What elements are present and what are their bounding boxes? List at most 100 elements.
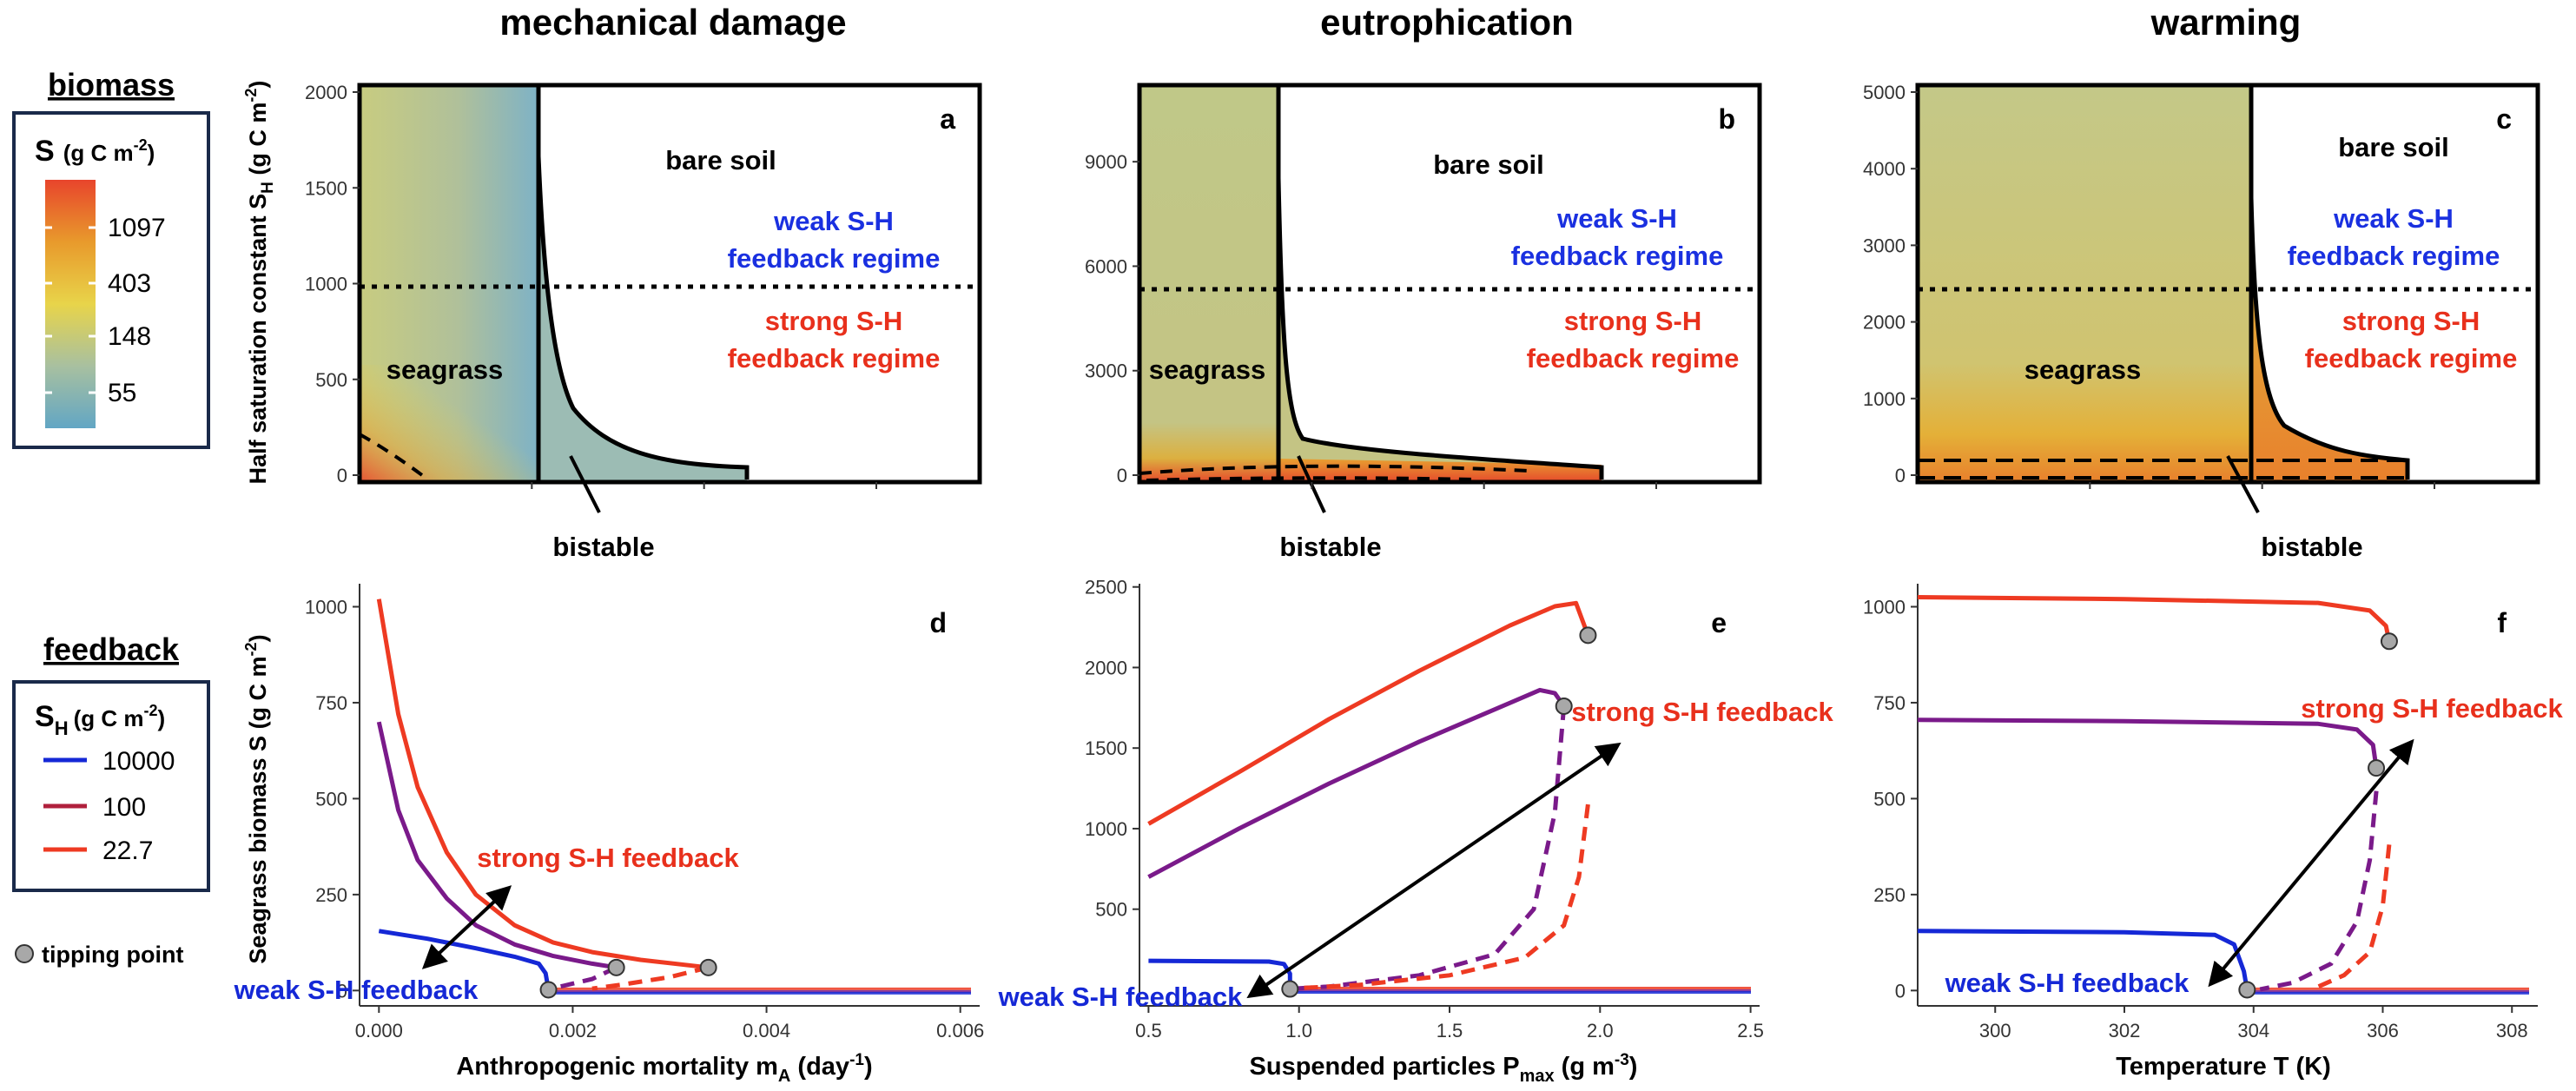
x-axis-label-e: Suspended particles Pmax (g m-3)	[1250, 1051, 1638, 1086]
strong-feedback-label-e: strong S-H feedback	[1571, 697, 1833, 727]
feedback-legend-label: SH (g C m-2)	[35, 700, 165, 739]
bare-soil-label: bare soil	[665, 145, 776, 175]
biomass-colorbar	[45, 180, 96, 428]
tipping-point-marker	[15, 944, 34, 963]
y-tick-label: 250	[1873, 884, 1906, 906]
title-warming: warming	[2150, 2, 2302, 43]
series-line-22.7	[376, 598, 709, 970]
strong-regime-label-1: strong S-H	[2342, 306, 2480, 336]
x-tick-label: 2.0	[1587, 1020, 1614, 1041]
biomass-legend: biomass S (g C m-2) 1097 403 148 55	[12, 67, 210, 449]
y-tick-label: 1000	[1863, 388, 1906, 410]
panel-letter-c: c	[2496, 103, 2512, 135]
biomass-legend-label: S (g C m-2)	[35, 135, 155, 168]
panel-letter-f: f	[2497, 607, 2507, 638]
weak-regime-label-1: weak S-H	[773, 206, 894, 236]
x-tick-label: 0.000	[355, 1020, 403, 1041]
y-tick-label: 1500	[305, 177, 347, 199]
tipping-point-100	[2368, 759, 2386, 777]
seagrass-label: seagrass	[2024, 354, 2141, 385]
bistable-region	[2251, 198, 2408, 482]
x-tick-label: 304	[2237, 1020, 2269, 1041]
bistable-pointer	[2226, 455, 2260, 513]
weak-feedback-label-e: weak S-H feedback	[998, 982, 1244, 1012]
strong-regime-label-2: feedback regime	[1527, 343, 1740, 374]
tipping-point-100	[1555, 697, 1573, 715]
x-tick-label: 302	[2109, 1020, 2141, 1041]
chart-e: 500 1000 1500 2000 2500 0.5 1.0 1.5 2.0 2.5	[1085, 577, 1764, 1041]
y-tick-label: 500	[315, 369, 347, 391]
biomass-legend-box	[12, 111, 210, 449]
y-tick-label: 1000	[1863, 597, 1906, 618]
tipping-point-100	[607, 958, 625, 976]
bistable-label: bistable	[552, 532, 654, 562]
biomass-legend-title: biomass	[48, 67, 175, 102]
biomass-tick: 403	[108, 269, 151, 298]
y-tick-label: 5000	[1863, 82, 1906, 103]
bottom-annotations: d e f strong S-H feedback weak S-H feedb…	[234, 607, 2564, 1012]
top-axes: 0 500 1000 1500 2000 0 3000 6000 9000 0 1000 2000 30…	[305, 82, 2435, 489]
weak-regime-label-1: weak S-H	[2333, 203, 2454, 234]
y-tick-label: 0	[337, 465, 347, 486]
bistable-pointer	[569, 455, 601, 513]
bistable-boundary	[1276, 177, 1604, 479]
y-tick-label: 750	[1873, 692, 1906, 714]
strong-feedback-label-d: strong S-H feedback	[477, 843, 739, 873]
seagrass-label: seagrass	[386, 354, 503, 385]
bare-soil-label: bare soil	[2338, 132, 2449, 162]
legend-label-10000: 10000	[102, 747, 175, 776]
y-tick-label: 3000	[1085, 360, 1127, 382]
panel-letter-a: a	[940, 103, 955, 135]
strong-regime-label-1: strong S-H	[765, 306, 902, 336]
tipping-point-10000	[539, 981, 558, 999]
bistable-boundary	[536, 155, 750, 479]
x-tick-label: 306	[2367, 1020, 2399, 1041]
series-unstable-100	[1290, 705, 1567, 991]
panel-c-frame	[1915, 83, 2540, 485]
series-line-100	[1917, 717, 2379, 769]
y-tick-label: 2000	[305, 82, 347, 103]
feedback-arrow-e	[1246, 742, 1622, 999]
y-tick-label: 2000	[1863, 312, 1906, 334]
tipping-point-22.7	[1579, 626, 1597, 645]
strong-regime-label-2: feedback regime	[2305, 343, 2518, 374]
x-tick-label: 308	[2496, 1020, 2528, 1041]
x-axis-label-f: Temperature T (K)	[2116, 1053, 2331, 1081]
tipping-point-10000	[2238, 981, 2256, 999]
y-tick-label: 0	[337, 980, 347, 1002]
feedback-arrow-d	[421, 885, 512, 969]
panel-c: c bare soil weak S-H feedback regime str…	[1915, 83, 2540, 562]
series-line-100	[1147, 687, 1566, 879]
y-tick-label: 750	[315, 692, 347, 714]
tipping-point-label: tipping point	[42, 942, 183, 968]
biomass-tick: 1097	[108, 214, 166, 242]
strong-feedback-label-f: strong S-H feedback	[2301, 693, 2563, 724]
y-tick-label: 1000	[305, 274, 347, 295]
bistable-boundary	[2249, 197, 2410, 479]
weak-feedback-label-f: weak S-H feedback	[1945, 968, 2190, 998]
feedback-legend: feedback SH (g C m-2) 10000 100 22.7 tipp…	[12, 631, 210, 968]
biomass-tick: 148	[108, 322, 151, 351]
y-tick-label: 0	[1895, 465, 1906, 486]
panel-letter-b: b	[1718, 103, 1735, 135]
high-biomass-region	[360, 365, 538, 482]
series-line-22.7	[1147, 600, 1590, 826]
weak-feedback-label-d: weak S-H feedback	[234, 975, 479, 1005]
title-mechanical-damage: mechanical damage	[499, 2, 846, 43]
x-tick-label: 0.002	[549, 1020, 597, 1041]
series-unstable-22.7	[591, 965, 710, 991]
feedback-legend-box	[12, 680, 210, 892]
legend-label-100: 100	[102, 793, 146, 822]
strong-regime-label-2: feedback regime	[728, 343, 941, 374]
biomass-tick: 55	[108, 379, 136, 407]
y-tick-label: 2500	[1085, 577, 1127, 598]
weak-regime-label-2: feedback regime	[728, 243, 941, 274]
seagrass-label: seagrass	[1149, 354, 1265, 385]
bistable-region	[538, 156, 747, 482]
y-tick-label: 0	[1117, 465, 1127, 486]
y-tick-label: 4000	[1863, 158, 1906, 180]
strong-regime-label-1: strong S-H	[1564, 306, 1701, 336]
bistable-region	[1278, 178, 1602, 482]
panel-a: a bare soil weak S-H feedback regime str…	[357, 83, 982, 562]
